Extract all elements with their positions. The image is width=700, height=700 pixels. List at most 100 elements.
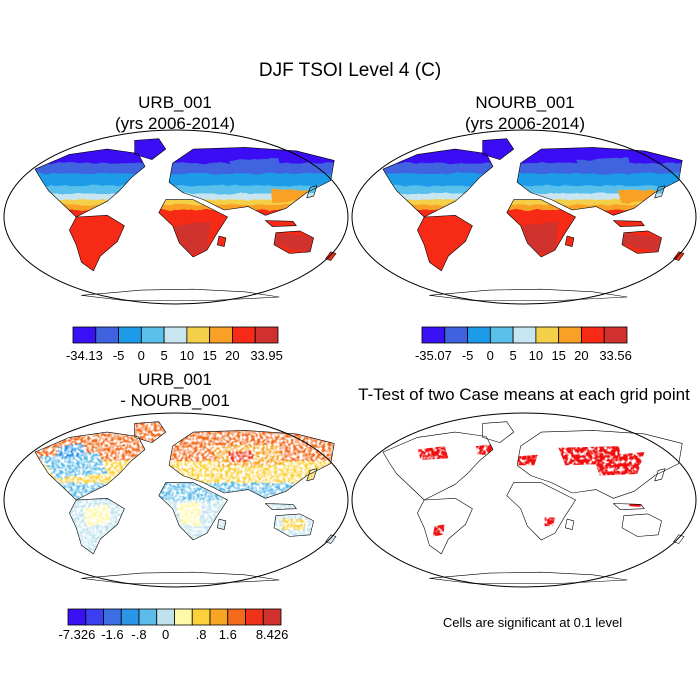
colorbar-nourb-box-1	[444, 326, 468, 344]
map-border-urb	[3, 129, 349, 305]
colorbar-diff-label-1: -1.6	[101, 627, 123, 642]
colorbar-nourb-label-0: -35.07	[415, 348, 452, 363]
colorbar-nourb-box-6	[558, 326, 582, 344]
colorbar-diff: -7.326 -1.6 -.8 0 .8 1.6 8.426	[58, 608, 289, 642]
colorbar-urb-box-6	[209, 326, 233, 344]
map-panel-ttest	[351, 412, 697, 588]
map-background-ttest	[352, 413, 696, 587]
significant-cells-1	[592, 452, 645, 476]
temp-band-nourb-3	[383, 185, 684, 195]
coastline-africa-urb	[158, 199, 228, 258]
coastline-antarctica-nourb	[429, 288, 628, 301]
coastline-southAmerica-nourb	[417, 215, 473, 272]
coastline-madagascar-nourb	[564, 235, 575, 247]
coastline-madagascar-diff	[217, 518, 227, 530]
coastline-greenland-urb	[134, 138, 166, 160]
temp-band-urb-5	[35, 199, 336, 206]
colorbar-diff-box-7	[191, 608, 211, 626]
coastline-indonesia-urb	[265, 220, 297, 227]
coastline-australia-ttest	[621, 513, 662, 537]
colorbar-diff-box-8	[209, 608, 229, 626]
colorbar-nourb-box-2	[467, 326, 491, 344]
coastline-antarctica-urb	[81, 288, 280, 301]
coastline-japan-diff	[306, 468, 318, 482]
coastline-africa-diff	[158, 482, 228, 541]
coastline-africa-ttest	[506, 482, 576, 541]
colorbar-nourb-label-5: 15	[551, 348, 565, 363]
colorbar-diff-label-5: 1.6	[219, 627, 237, 642]
coastline-southAmerica-diff	[69, 497, 125, 555]
coastline-antarctica-ttest	[429, 571, 628, 584]
panel-title-ttest: T-Test of two Case means at each grid po…	[348, 384, 700, 405]
coastline-nz-diff	[325, 534, 337, 544]
coastline-southAmerica-urb	[69, 215, 125, 272]
colorbar-urb: -34.13 -5 0 5 10 15 20 33.95	[66, 326, 283, 363]
colorbar-urb-box-4	[163, 326, 188, 344]
map-panel-urb	[3, 129, 349, 305]
temp-band-urb-6	[35, 204, 336, 211]
panel-title-diff-line1: URB_001	[138, 370, 212, 389]
colorbar-diff-box-9	[227, 608, 246, 626]
colorbar-diff-label-6: 8.426	[256, 627, 289, 642]
map-border-ttest	[351, 412, 697, 588]
panel-title-diff-line2: - NOURB_001	[120, 391, 230, 410]
map-panel-nourb	[351, 129, 697, 305]
colorbar-diff-box-4	[138, 608, 158, 626]
diff-patch-6	[176, 501, 202, 527]
colorbar-diff-box-11	[262, 608, 282, 626]
temp-band-urb-2	[35, 173, 336, 187]
colorbar-diff-box-5	[156, 608, 175, 626]
colorbar-nourb-box-7	[581, 326, 605, 344]
coastline-nz-ttest	[673, 534, 685, 544]
colorbar-nourb-box-3	[489, 326, 514, 344]
colorbar-urb-label-3: 5	[160, 348, 167, 363]
cold-patch-siberia-nourb	[575, 157, 631, 174]
diff-band-1	[35, 460, 336, 484]
colorbar-nourb-label-1: -5	[462, 348, 474, 363]
coastline-eurasia-ttest	[516, 430, 683, 499]
coastline-southAmerica-ttest	[417, 497, 473, 555]
panel-title-diff: URB_001 - NOURB_001	[60, 369, 290, 411]
diff-patch-5	[282, 517, 307, 532]
panel-title-urb: URB_001 (yrs 2006-2014)	[60, 92, 290, 134]
coastline-northAmerica-nourb	[382, 148, 494, 218]
colorbar-urb-box-7	[232, 326, 256, 344]
panel-title-urb-line2: (yrs 2006-2014)	[114, 114, 235, 133]
colorbar-diff-box-10	[245, 608, 264, 626]
colorbar-diff-box-1	[85, 608, 104, 626]
coastline-antarctica-diff	[81, 571, 280, 584]
panel-title-nourb: NOURB_001 (yrs 2006-2014)	[410, 92, 640, 134]
diff-patch-4	[81, 504, 111, 527]
colorbar-urb-box-2	[118, 326, 142, 344]
hot-patch-australia-urb	[274, 232, 314, 252]
coastline-australia-urb	[273, 230, 314, 254]
coastline-africa-nourb	[506, 199, 576, 258]
panel-title-urb-line1: URB_001	[138, 93, 212, 112]
panel-title-ttest-line1: T-Test of two Case means at each grid po…	[358, 385, 690, 404]
colorbar-diff-box-3	[120, 608, 140, 626]
coastline-nz-nourb	[673, 251, 685, 261]
coastline-eurasia-urb	[168, 147, 335, 216]
colorbar-urb-label-1: -5	[113, 348, 125, 363]
colorbar-nourb-label-2: 0	[487, 348, 494, 363]
coastline-japan-nourb	[654, 185, 666, 199]
coastline-northAmerica-urb	[34, 148, 146, 218]
coastline-greenland-nourb	[482, 138, 515, 160]
temp-band-urb-1	[35, 163, 336, 175]
colorbar-urb-box-0	[72, 326, 97, 344]
coastline-madagascar-ttest	[564, 518, 575, 530]
colorbar-nourb-label-3: 5	[509, 348, 516, 363]
map-panel-diff	[3, 412, 349, 588]
colorbar-diff-box-0	[67, 608, 87, 626]
coastline-eurasia-diff	[168, 430, 335, 499]
coastline-australia-nourb	[621, 230, 662, 254]
colorbar-urb-label-5: 15	[202, 348, 216, 363]
colorbar-urb-box-1	[95, 326, 119, 344]
colorbar-nourb-box-0	[421, 326, 446, 344]
panel-title-nourb-line1: NOURB_001	[475, 93, 575, 112]
significant-cells-2	[417, 446, 449, 460]
significant-cells-3	[475, 444, 493, 455]
coastline-japan-urb	[306, 185, 318, 199]
coastline-greenland-diff	[134, 421, 166, 443]
